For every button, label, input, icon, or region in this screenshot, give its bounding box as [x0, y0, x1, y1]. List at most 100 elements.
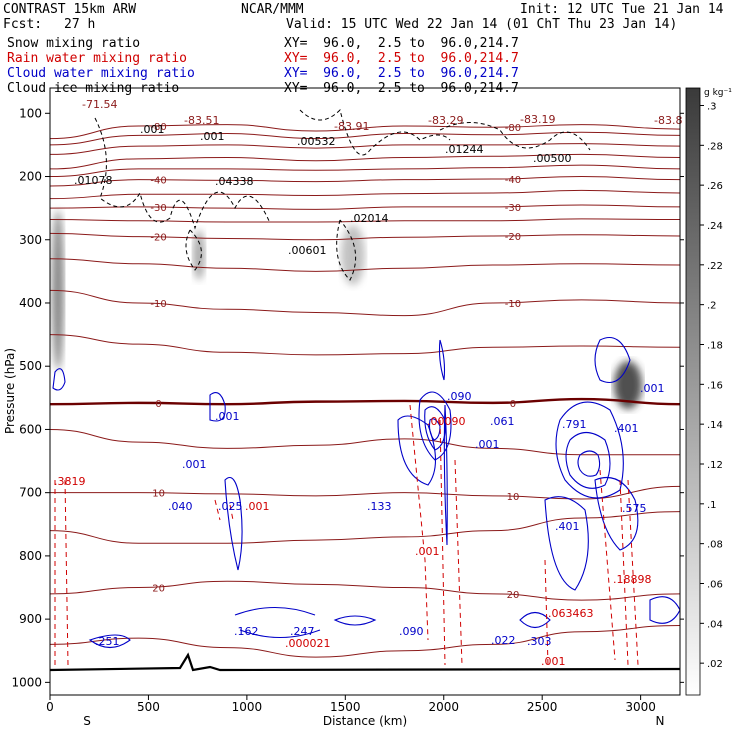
snow-contour-3: [439, 122, 591, 151]
colorbar-tick-label: .18: [707, 340, 723, 351]
isotherm-layer: -80 -80 -40 -40 -30 -30 -20 -20 -10 -10 0 0 10 10 20 20: [50, 122, 680, 658]
colorbar-gradient: [685, 87, 701, 696]
cloud-water-value-label: .303: [527, 635, 552, 648]
temperature-minimum-label: -83.91: [334, 120, 369, 133]
colorbar-tick-label: .06: [707, 579, 723, 590]
ice-shade-column-b: [341, 225, 365, 285]
cloud-water-value-label: .247: [290, 625, 315, 638]
forecast-hour: 27 h: [64, 17, 96, 32]
isotherm-label: 20: [507, 590, 520, 601]
legend-cloud-water-xy: XY= 96.0, 2.5 to 96.0,214.7: [284, 66, 519, 81]
temperature-minimum-label: -83.8: [654, 114, 682, 127]
colorbar-unit: g kg⁻¹: [704, 88, 732, 98]
mixing-ratio-contours: [52, 109, 680, 666]
rain-value-label: .3819: [54, 475, 86, 488]
contour-labels: .001 .001 .00532 .01244 .00500 .01078 .04338 .0…: [54, 98, 682, 668]
cloud-water-value-label: .001: [475, 438, 500, 451]
isotherm-line: [50, 176, 680, 187]
y-tick-label: 900: [19, 612, 42, 626]
isotherm-line: [50, 153, 680, 170]
cloud-water-value-label: .401: [614, 422, 639, 435]
colorbar-tick-label: .12: [707, 460, 723, 471]
colorbar-tick-label: .1: [707, 500, 717, 511]
x-axis-title: Distance (km): [323, 714, 407, 728]
isotherm-label: 0: [510, 399, 516, 410]
ice-shading-layer: [52, 210, 642, 409]
colorbar: .02 .04 .06 .08 .1 .12 .14 .16 .18 .2 .22 .24 .26 .28…: [685, 87, 732, 696]
isotherm-line: [50, 218, 680, 223]
x-tick-label: 500: [137, 700, 160, 714]
isotherm-line: [50, 289, 680, 317]
colorbar-tick-label: .22: [707, 261, 723, 272]
isotherm-line: [50, 485, 680, 500]
cloud-water-value-label: .791: [562, 418, 587, 431]
x-axis: 0 500 1000 1500 2000 2500 3000: [46, 695, 656, 714]
y-tick-label: 300: [19, 233, 42, 247]
cloud-water-value-label: .575: [622, 502, 647, 515]
cloud-water-value-label: .001: [182, 458, 207, 471]
colorbar-tick-label: .08: [707, 540, 723, 551]
isotherm-line: [50, 189, 680, 200]
y-tick-label: 100: [19, 106, 42, 120]
legend-cloud-water-label: Cloud water mixing ratio: [7, 66, 195, 81]
cloud-water-value-label: .090: [399, 625, 424, 638]
y-tick-label: 800: [19, 549, 42, 563]
isotherm-line: [50, 124, 680, 140]
isotherm-label: -20: [505, 232, 521, 243]
isotherm-line: [50, 204, 680, 210]
init-time: Init: 12 UTC Tue 21 Jan 14: [520, 2, 724, 17]
isotherm-line: [50, 511, 680, 544]
cloud-water-value-label: .133: [367, 500, 392, 513]
rain-value-label: .001: [415, 545, 440, 558]
x-tick-label: 3000: [625, 700, 656, 714]
temperature-minimum-label: -71.54: [82, 98, 117, 111]
isotherm-line: [50, 624, 680, 658]
isotherm-label: -80: [505, 123, 521, 134]
temperature-minimum-label: -83.19: [520, 113, 555, 126]
temperature-minimum-label: -83.51: [184, 114, 219, 127]
isotherm-label: 10: [152, 489, 165, 500]
isotherm-label: 10: [507, 492, 520, 503]
cloud-water-value-label: .025: [218, 500, 243, 513]
cloud-water-value-label: .022: [491, 634, 516, 647]
cloud-water-value-label: .162: [234, 625, 259, 638]
cloud-water-value-label: .001: [215, 410, 240, 423]
isotherm-line: [50, 131, 680, 146]
isotherm-line: [50, 258, 680, 272]
snow-value-label: .02014: [350, 212, 389, 225]
x-tick-label: 0: [46, 700, 54, 714]
cloud-water-value-label: .251: [95, 635, 120, 648]
x-tick-label: 2000: [428, 700, 459, 714]
colorbar-tick-label: .04: [707, 619, 723, 630]
isotherm-line: [50, 143, 680, 155]
snow-value-label: .00601: [288, 244, 327, 257]
temperature-minimum-label: -83.29: [428, 114, 463, 127]
center-name: NCAR/MMM: [241, 2, 304, 17]
colorbar-tick-label: .3: [707, 101, 717, 112]
south-label: S: [83, 714, 91, 728]
cloud-water-value-label: .090: [447, 390, 472, 403]
y-tick-label: 600: [19, 422, 42, 436]
y-tick-label: 400: [19, 296, 42, 310]
plot-frame: [49, 87, 681, 696]
colorbar-tick-label: .16: [707, 380, 723, 391]
y-tick-label: 500: [19, 359, 42, 373]
x-tick-label: 1000: [232, 700, 263, 714]
isotherm-line: [50, 397, 680, 406]
y-tick-label: 700: [19, 486, 42, 500]
cloud-water-value-label: .001: [640, 382, 665, 395]
colorbar-tick-label: .26: [707, 181, 723, 192]
legend-rain-label: Rain water mixing ratio: [7, 51, 188, 66]
y-tick-label: 1000: [11, 675, 42, 689]
y-tick-label: 200: [19, 170, 42, 184]
forecast-label: Fcst:: [3, 17, 43, 32]
snow-contour-1: [94, 117, 271, 230]
rain-water-contours: [54, 404, 639, 666]
x-tick-label: 2500: [527, 700, 558, 714]
legend-snow-label: Snow mixing ratio: [7, 36, 141, 51]
cloud-water-value-label: .401: [555, 520, 580, 533]
legend-rain-xy: XY= 96.0, 2.5 to 96.0,214.7: [284, 51, 519, 66]
terrain-surface: [49, 652, 681, 672]
